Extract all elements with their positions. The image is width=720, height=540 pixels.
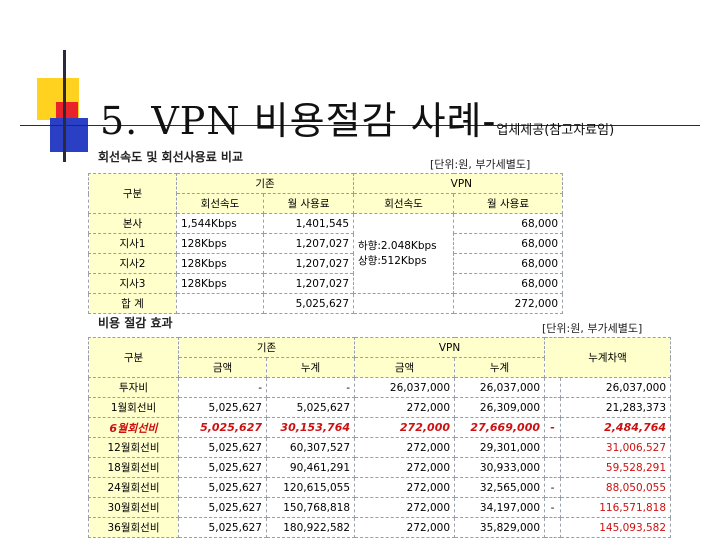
cell-sign: - (544, 497, 562, 518)
cell-sign (544, 397, 562, 418)
cell-b: 150,768,818 (265, 497, 356, 518)
t1-header-existing: 기존 (175, 173, 355, 194)
cell-sign (544, 377, 562, 398)
cell-a: 5,025,627 (178, 517, 267, 538)
cell-sign: - (544, 417, 562, 438)
table-row: 투자비 - -26,037,000 26,037,000 26,037,000 (88, 377, 672, 398)
cell-e: 21,283,373 (560, 397, 672, 418)
cell-a: - (178, 377, 267, 398)
cell-b: 120,615,055 (265, 477, 356, 498)
cell-c: 272,000 (354, 497, 456, 518)
table-row: 24월회선비 5,025,627 120,615,055 272,000 32,565,… (88, 477, 672, 498)
cell-label: 투자비 (88, 377, 179, 398)
cell-e: 2,484,764 (560, 417, 672, 438)
table-row: 18월회선비 5,025,627 90,461,291 272,000 30,933,0… (88, 457, 672, 478)
cell-label: 6월회선비 (88, 417, 179, 438)
cell-label: 36월회선비 (88, 517, 179, 538)
t1-header-vpn: VPN (353, 173, 564, 194)
cell-a: 5,025,627 (178, 457, 267, 478)
cell-b: 5,025,627 (265, 397, 356, 418)
table-row-total: 합 계 5,025,627 272,000 (88, 293, 564, 314)
decor-blue-square (50, 118, 88, 152)
t1-header-fee: 월 사용료 (262, 193, 355, 214)
cell-b: 30,153,764 (265, 417, 356, 438)
cell-c: 272,000 (354, 517, 456, 538)
cell-d: 30,933,000 (454, 457, 546, 478)
t2-header-vpn-amount: 금액 (354, 357, 456, 378)
table-row: 지사1 128Kbps 1,207,027 68,000 (88, 233, 564, 254)
cell-e: 59,528,291 (560, 457, 672, 478)
cell-e: 116,571,818 (560, 497, 672, 518)
slide-title-main: 5. VPN 비용절감 사례- (100, 99, 497, 143)
cell-sign (544, 517, 562, 538)
t2-header-vpn: VPN (354, 337, 546, 358)
t1-header-speed: 회선속도 (176, 193, 264, 214)
t2-header-diff: 누계차액 (544, 337, 672, 378)
cell-a: 5,025,627 (178, 477, 267, 498)
cell-label: 1월회선비 (88, 397, 179, 418)
table-row: 12월회선비 5,025,627 60,307,527 272,000 29,301,0… (88, 437, 672, 458)
cell-e: 145,093,582 (560, 517, 672, 538)
cell-b: 60,307,527 (265, 437, 356, 458)
table-row: 6월회선비 5,025,627 30,153,764 272,000 27,669,00… (88, 417, 672, 438)
cell-c: 272,000 (354, 397, 456, 418)
cell-e: 31,006,527 (560, 437, 672, 458)
table2-unit: [단위:원, 부가세별도] (542, 322, 643, 335)
table-row: 1월회선비 5,025,627 5,025,627 272,000 26,309,000… (88, 397, 672, 418)
line-speed-table: 구분 기존 VPN 회선속도 월 사용료 회선속도 월 사용료 본사 1,544… (88, 173, 564, 314)
cell-d: 27,669,000 (454, 417, 546, 438)
cell-d: 26,309,000 (454, 397, 546, 418)
cell-e: 26,037,000 (560, 377, 672, 398)
cell-sign: - (544, 477, 562, 498)
cell-label: 30월회선비 (88, 497, 179, 518)
t2-header-gubun: 구분 (88, 337, 179, 378)
cell-b: 90,461,291 (265, 457, 356, 478)
cell-sign (544, 457, 562, 478)
cell-d: 29,301,000 (454, 437, 546, 458)
cell-e: 88,050,055 (560, 477, 672, 498)
slide-title: 5. VPN 비용절감 사례-업체제공(참고자료임) (100, 90, 614, 145)
cell-d: 26,037,000 (454, 377, 546, 398)
decor-horizontal-line (20, 125, 700, 126)
vpn-speed-cell: 하향:2.048Kbps 상향:512Kbps (353, 213, 455, 294)
t2-header-existing: 기존 (177, 337, 356, 358)
cell-c: 272,000 (354, 457, 456, 478)
cell-a: 5,025,627 (178, 437, 267, 458)
cell-c: 272,000 (354, 417, 456, 438)
cell-sign (544, 437, 562, 458)
t2-header-cum: 누계 (265, 357, 356, 378)
t1-header-vpn-speed: 회선속도 (353, 193, 455, 214)
table-row: 36월회선비 5,025,627 180,922,582 272,000 35,829,… (88, 517, 672, 538)
cost-saving-table: 구분 기존 VPN 누계차액 금액 누계 금액 누계 투자비 - -26,037,0… (88, 337, 672, 538)
decor-vertical-line (63, 50, 66, 162)
cell-c: 272,000 (354, 477, 456, 498)
cell-label: 12월회선비 (88, 437, 179, 458)
cell-d: 35,829,000 (454, 517, 546, 538)
table-row: 지사3 128Kbps 1,207,027 68,000 (88, 273, 564, 294)
cell-d: 32,565,000 (454, 477, 546, 498)
cell-a: 5,025,627 (178, 397, 267, 418)
cell-label: 18월회선비 (88, 457, 179, 478)
t2-header-amount: 금액 (178, 357, 267, 378)
t1-header-gubun: 구분 (88, 173, 177, 214)
cell-b: 180,922,582 (265, 517, 356, 538)
table2-title: 비용 절감 효과 (98, 316, 173, 330)
cell-b: - (265, 377, 356, 398)
cell-d: 34,197,000 (454, 497, 546, 518)
t2-header-vpn-cum: 누계 (454, 357, 546, 378)
t1-header-vpn-fee: 월 사용료 (453, 193, 564, 214)
cell-a: 5,025,627 (178, 417, 267, 438)
table-row: 본사 1,544Kbps 1,401,545 하향:2.048Kbps 상향:5… (88, 213, 564, 294)
cell-c: 26,037,000 (354, 377, 456, 398)
table1-title: 회선속도 및 회선사용료 비교 (98, 150, 244, 164)
cell-c: 272,000 (354, 437, 456, 458)
table1-unit: [단위:원, 부가세별도] (430, 158, 531, 171)
slide-title-sub: 업체제공(참고자료임) (496, 123, 615, 138)
table-row: 30월회선비 5,025,627 150,768,818 272,000 34,197,… (88, 497, 672, 518)
cell-a: 5,025,627 (178, 497, 267, 518)
table-row: 지사2 128Kbps 1,207,027 68,000 (88, 253, 564, 274)
cell-label: 24월회선비 (88, 477, 179, 498)
